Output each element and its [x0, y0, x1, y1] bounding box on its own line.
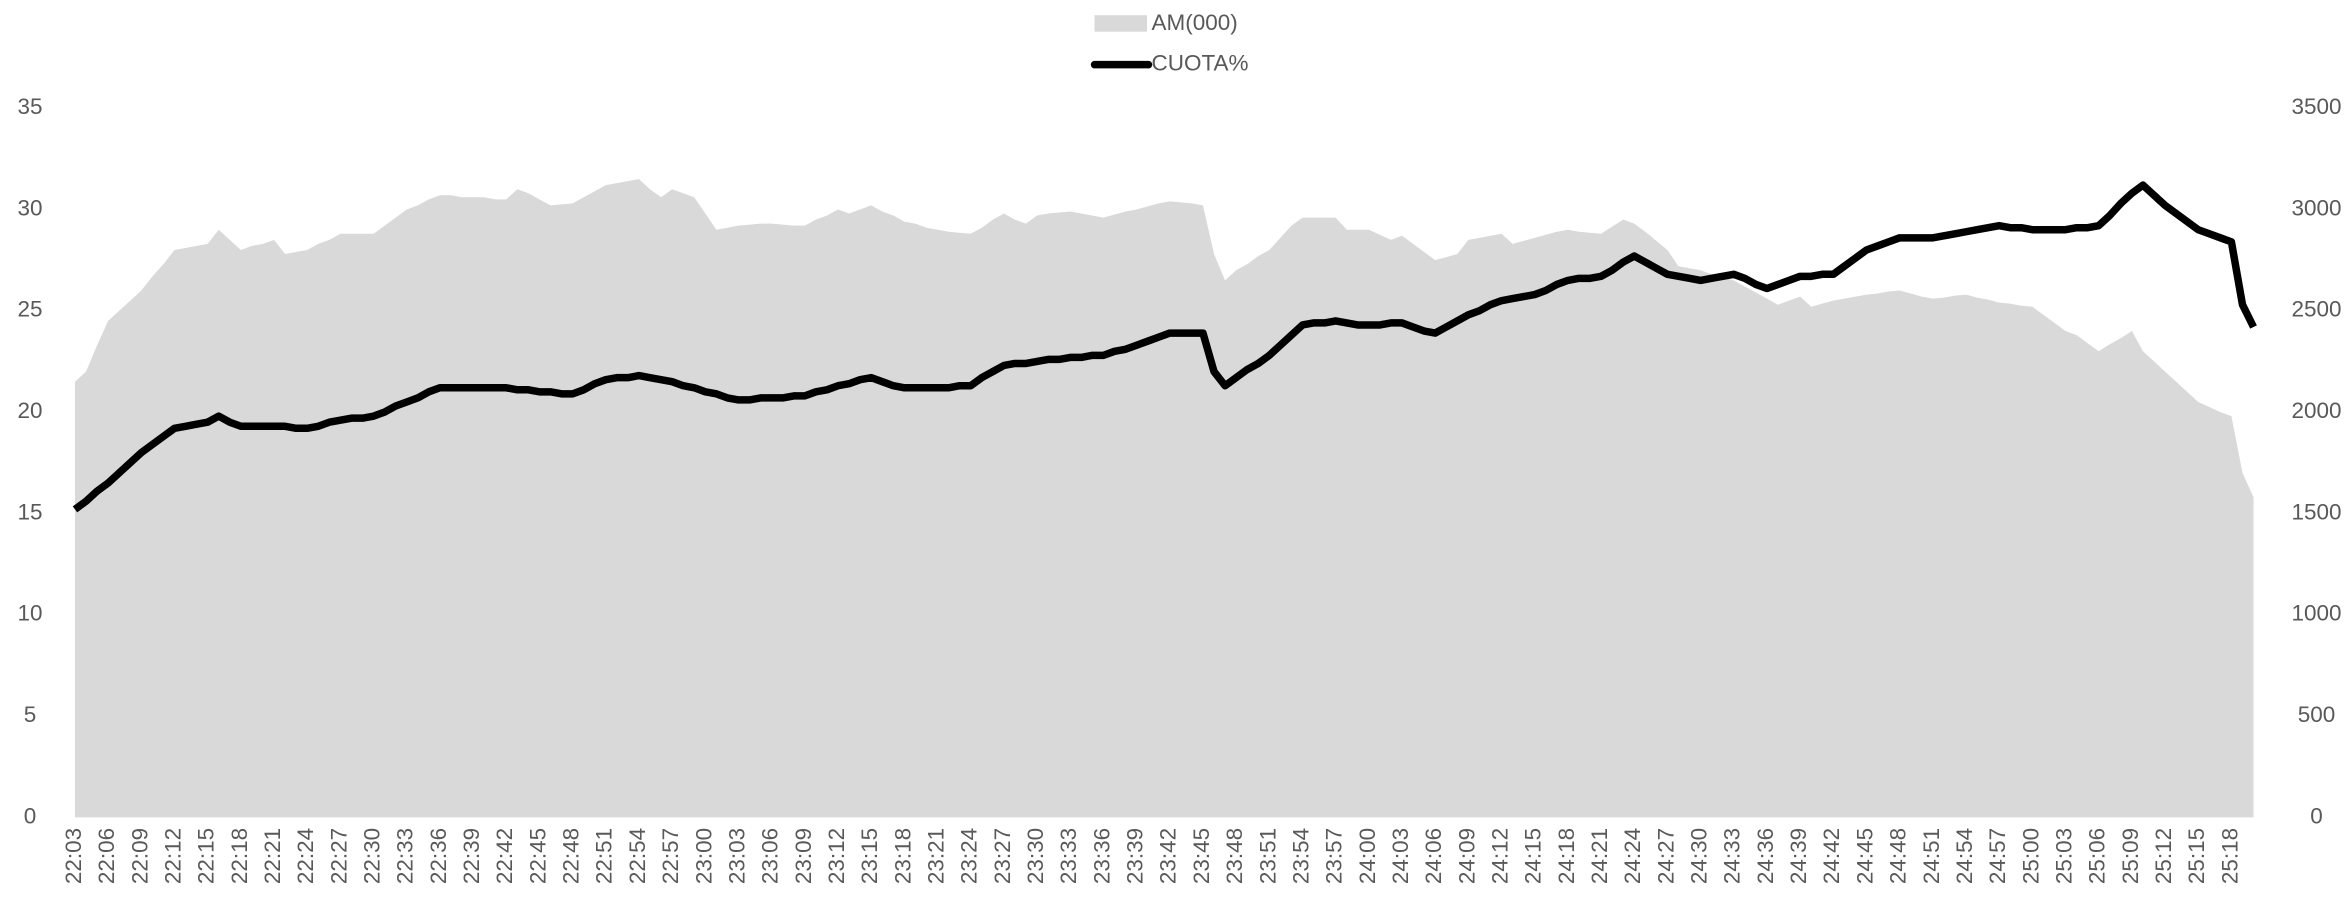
- legend-label: CUOTA%: [1152, 51, 1249, 76]
- legend-label: AM(000): [1152, 10, 1238, 35]
- x-tick-label: 23:51: [1255, 828, 1280, 884]
- x-tick-label: 24:57: [1985, 828, 2010, 884]
- x-tick-label: 25:18: [2217, 828, 2242, 884]
- x-tick-label: 24:12: [1487, 828, 1512, 884]
- y2-tick-label: 3000: [2291, 195, 2341, 220]
- x-tick-label: 25:15: [2184, 828, 2209, 884]
- y2-tick-label: 0: [2310, 803, 2323, 828]
- y-tick-label: 20: [17, 398, 42, 423]
- x-tick-label: 22:42: [492, 828, 517, 884]
- x-tick-label: 22:51: [592, 828, 617, 884]
- x-tick-label: 24:39: [1786, 828, 1811, 884]
- x-tick-label: 22:06: [94, 828, 119, 884]
- x-tick-label: 24:15: [1521, 828, 1546, 884]
- x-tick-label: 23:03: [724, 828, 749, 884]
- y-tick-label: 10: [17, 601, 42, 626]
- x-tick-label: 23:30: [1023, 828, 1048, 884]
- x-tick-label: 24:48: [1886, 828, 1911, 884]
- x-tick-label: 24:06: [1421, 828, 1446, 884]
- x-tick-label: 22:24: [293, 828, 318, 884]
- y2-tick-label: 1500: [2291, 499, 2341, 524]
- x-tick-label: 23:18: [890, 828, 915, 884]
- x-tick-label: 25:06: [2085, 828, 2110, 884]
- x-tick-label: 23:06: [758, 828, 783, 884]
- y2-tick-label: 3500: [2291, 94, 2341, 119]
- y2-tick-label: 500: [2298, 702, 2336, 727]
- y-tick-label: 30: [17, 195, 42, 220]
- x-tick-label: 23:12: [824, 828, 849, 884]
- x-tick-label: 24:18: [1554, 828, 1579, 884]
- x-tick-label: 23:45: [1189, 828, 1214, 884]
- line: [72, 181, 2257, 513]
- x-tick-label: 22:15: [194, 828, 219, 884]
- x-tick-label: 25:00: [2018, 828, 2043, 884]
- x-tick-label: 24:21: [1587, 828, 1612, 884]
- x-tick-label: 22:21: [260, 828, 285, 884]
- x-tick-label: 23:39: [1123, 828, 1148, 884]
- x-tick-label: 23:09: [791, 828, 816, 884]
- x-tick-label: 23:36: [1089, 828, 1114, 884]
- x-tick-label: 23:15: [857, 828, 882, 884]
- y2-tick-label: 2500: [2291, 297, 2341, 322]
- x-tick-label: 24:09: [1454, 828, 1479, 884]
- y-tick-label: 15: [17, 499, 42, 524]
- y-tick-label: 25: [17, 297, 42, 322]
- x-tick-label: 24:45: [1852, 828, 1877, 884]
- y-tick-label: 5: [24, 702, 37, 727]
- x-tick-label: 24:54: [1952, 828, 1977, 884]
- x-tick-label: 24:00: [1355, 828, 1380, 884]
- x-tick-label: 23:00: [691, 828, 716, 884]
- x-tick-label: 24:36: [1753, 828, 1778, 884]
- x-tick-label: 22:48: [559, 828, 584, 884]
- x-tick-label: 23:48: [1222, 828, 1247, 884]
- x-tick-label: 24:51: [1919, 828, 1944, 884]
- x-tick-label: 23:33: [1056, 828, 1081, 884]
- x-tick-label: 23:54: [1288, 828, 1313, 884]
- x-tick-label: 24:33: [1720, 828, 1745, 884]
- x-tick-label: 22:36: [426, 828, 451, 884]
- area: [74, 179, 2254, 818]
- x-tick-label: 23:27: [990, 828, 1015, 884]
- x-tick-label: 22:33: [393, 828, 418, 884]
- x-tick-label: 25:12: [2151, 828, 2176, 884]
- x-tick-label: 23:24: [957, 828, 982, 884]
- x-tick-label: 24:30: [1687, 828, 1712, 884]
- y-tick-label: 35: [17, 94, 42, 119]
- x-tick-label: 22:57: [658, 828, 683, 884]
- x-tick-label: 24:27: [1653, 828, 1678, 884]
- x-tick-label: 22:45: [525, 828, 550, 884]
- x-tick-label: 22:39: [459, 828, 484, 884]
- x-tick-label: 24:24: [1620, 828, 1645, 884]
- x-tick-label: 23:42: [1156, 828, 1181, 884]
- x-tick-label: 22:54: [625, 828, 650, 884]
- x-tick-label: 24:03: [1388, 828, 1413, 884]
- legend-swatch: [1094, 15, 1148, 32]
- x-tick-label: 25:09: [2118, 828, 2143, 884]
- x-tick-label: 22:09: [127, 828, 152, 884]
- x-tick-label: 23:21: [923, 828, 948, 884]
- x-tick-label: 22:12: [160, 828, 185, 884]
- x-tick-label: 24:42: [1819, 828, 1844, 884]
- y2-tick-label: 1000: [2291, 601, 2341, 626]
- x-tick-label: 22:30: [359, 828, 384, 884]
- x-tick-label: 22:18: [227, 828, 252, 884]
- y2-tick-label: 2000: [2291, 398, 2341, 423]
- x-tick-label: 22:03: [61, 828, 86, 884]
- x-tick-label: 23:57: [1322, 828, 1347, 884]
- x-tick-label: 25:03: [2051, 828, 2076, 884]
- y-tick-label: 0: [24, 803, 37, 828]
- x-tick-label: 22:27: [326, 828, 351, 884]
